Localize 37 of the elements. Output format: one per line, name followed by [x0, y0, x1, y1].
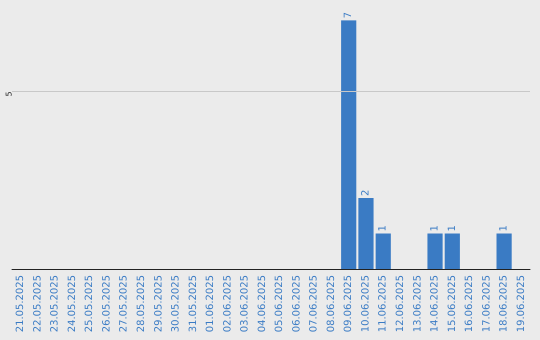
data-label: 1: [498, 225, 510, 232]
x-tick-label: 17.06.2025: [481, 275, 492, 332]
x-tick-label: 22.05.2025: [32, 275, 44, 332]
x-tick-label: 06.06.2025: [291, 275, 302, 332]
x-tick-label: 18.06.2025: [498, 275, 510, 332]
x-tick-label: 03.06.2025: [240, 275, 251, 332]
x-tick-label: 08.06.2025: [326, 275, 337, 332]
x-tick-label: 29.05.2025: [153, 275, 164, 332]
x-tick-label: 28.05.2025: [136, 275, 147, 332]
x-tick-label: 11.06.2025: [378, 275, 389, 332]
x-tick-label: 01.06.2025: [205, 275, 216, 332]
x-tick-label: 07.06.2025: [308, 275, 320, 332]
x-tick-label: 10.06.2025: [360, 275, 372, 332]
x-tick-label: 09.06.2025: [343, 275, 354, 332]
x-tick-label: 27.05.2025: [118, 275, 130, 332]
x-tick-label: 19.06.2025: [516, 275, 527, 332]
x-tick-label: 04.06.2025: [256, 275, 268, 332]
x-tick-label: 26.05.2025: [101, 275, 112, 332]
x-tick-label: 05.06.2025: [274, 275, 286, 332]
data-label: 1: [378, 225, 389, 232]
x-tick-label: 12.06.2025: [395, 275, 406, 332]
x-tick-label: 24.05.2025: [66, 275, 78, 332]
data-label: 2: [360, 190, 372, 196]
x-tick-label: 30.05.2025: [170, 275, 182, 332]
data-label: 1: [446, 225, 458, 232]
x-tick-label: 14.06.2025: [430, 275, 441, 332]
x-tick-label: 15.06.2025: [446, 275, 458, 332]
x-tick-label: 31.05.2025: [188, 275, 199, 332]
x-tick-label: 25.05.2025: [84, 275, 96, 332]
ref-line-label: 5: [4, 91, 14, 97]
data-label: 1: [430, 225, 441, 232]
x-tick-label: 23.05.2025: [50, 275, 61, 332]
x-tick-label: 13.06.2025: [412, 275, 424, 332]
x-tick-label: 16.06.2025: [464, 275, 476, 332]
x-tick-label: 02.06.2025: [222, 275, 234, 332]
data-label: 7: [343, 12, 354, 18]
x-tick-label: 21.05.2025: [15, 275, 26, 332]
